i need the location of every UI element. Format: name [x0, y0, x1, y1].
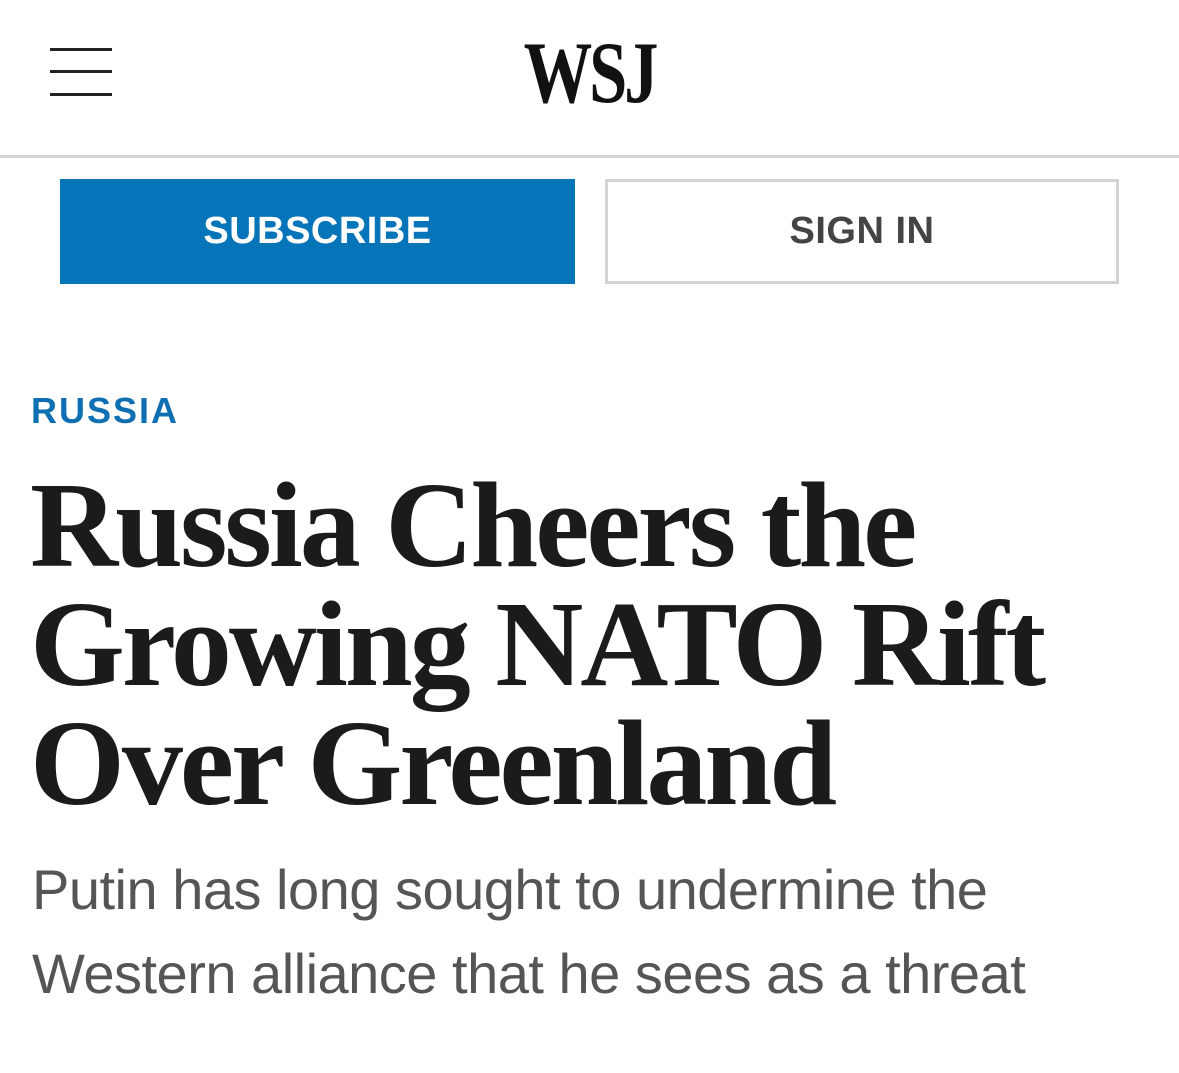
- menu-line: [50, 70, 112, 73]
- article-dek: Putin has long sought to undermine the W…: [32, 858, 1026, 1005]
- top-navigation-bar: WSJ: [0, 0, 1179, 158]
- subscribe-button[interactable]: SUBSCRIBE: [60, 179, 575, 284]
- menu-line: [50, 93, 112, 96]
- sign-in-button[interactable]: SIGN IN: [605, 179, 1119, 284]
- menu-line: [50, 48, 112, 51]
- section-label[interactable]: RUSSIA: [31, 390, 180, 431]
- wsj-logo[interactable]: WSJ: [523, 25, 659, 122]
- article-headline: Russia Cheers the Growing NATO Rift Over…: [30, 458, 1046, 831]
- hamburger-menu-icon[interactable]: [50, 46, 112, 100]
